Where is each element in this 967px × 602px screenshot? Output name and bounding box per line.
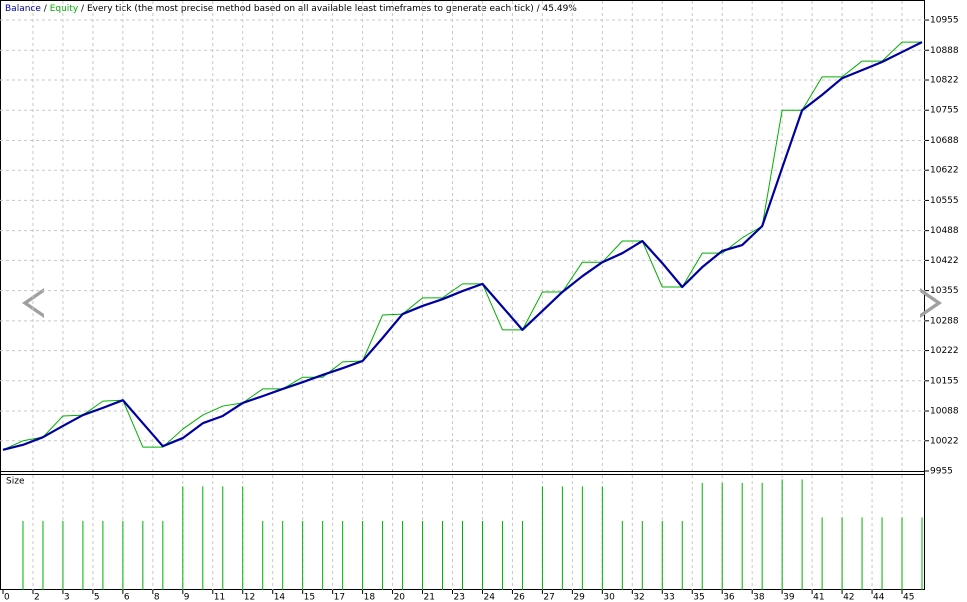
x-tick-label: 39 [783,593,795,602]
legend-balance: Balance [5,4,41,14]
x-tick-label: 42 [843,593,854,602]
x-tick-label: 20 [394,593,406,602]
x-tick-label: 32 [633,593,644,602]
y-tick-label: 10355 [930,286,959,296]
x-tick-label: 12 [244,593,255,602]
x-tick-label: 26 [513,593,525,602]
x-tick-label: 3 [64,593,70,602]
x-tick-label: 23 [454,593,465,602]
y-tick-label: 9955 [930,467,953,477]
y-tick-label: 10022 [930,436,959,446]
y-tick-label: 10088 [930,407,959,417]
x-tick-label: 24 [483,593,495,602]
plot-frame [0,0,925,590]
y-tick-label: 10222 [930,346,959,356]
x-tick-label: 8 [154,593,160,602]
chart-header: Balance / Equity / Every tick (the most … [5,4,577,14]
x-tick-label: 11 [214,593,225,602]
size-label: Size [6,477,25,487]
x-tick-label: 9 [184,593,190,602]
y-tick-label: 10288 [930,316,959,326]
x-tick-label: 14 [274,593,286,602]
series-line [2,41,922,451]
nav-right[interactable] [920,288,942,318]
x-tick-label: 21 [424,593,435,602]
subtitle: / Every tick (the most precise method ba… [81,4,577,14]
x-tick-label: 30 [603,593,615,602]
x-tick-label: 27 [543,593,554,602]
x-tick-label: 45 [903,593,914,602]
x-tick-label: 17 [334,593,345,602]
x-tick-label: 5 [94,593,100,602]
x-tick-label: 15 [304,593,315,602]
y-tick-label: 10688 [930,136,959,146]
y-tick-label: 10755 [930,106,959,116]
x-tick-label: 33 [663,593,674,602]
series-line [2,41,923,451]
x-tick-label: 18 [364,593,376,602]
x-tick-label: 36 [723,593,735,602]
x-tick-label: 44 [873,593,885,602]
x-tick-label: 38 [753,593,765,602]
separator: / [44,4,48,14]
x-tick-label: 2 [34,593,40,602]
y-tick-label: 10888 [930,46,959,56]
y-tick-label: 10955 [930,16,959,26]
x-tick-label: 0 [4,593,10,602]
y-tick-label: 10622 [930,166,959,176]
x-tick-label: 35 [693,593,704,602]
y-tick-label: 10488 [930,226,959,236]
legend-equity: Equity [50,4,79,14]
x-tick-label: 41 [813,593,824,602]
y-tick-label: 10155 [930,376,959,386]
nav-left[interactable] [22,288,44,318]
x-tick-label: 6 [124,593,130,602]
y-tick-label: 10822 [930,76,959,86]
x-tick-label: 29 [573,593,585,602]
y-tick-label: 10422 [930,256,959,266]
y-tick-label: 10555 [930,196,959,206]
